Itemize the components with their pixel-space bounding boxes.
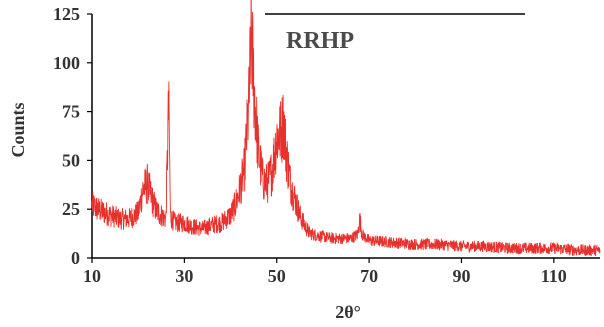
series-layer — [91, 0, 601, 257]
x-tick-label: 70 — [360, 266, 378, 286]
y-tick-label: 100 — [53, 53, 80, 73]
y-tick-label: 0 — [71, 248, 80, 268]
x-tick-label: 10 — [83, 266, 101, 286]
x-tick-label: 110 — [541, 266, 567, 286]
x-axis-label: 2θ° — [335, 302, 361, 322]
x-axis-ticks: 10 30 50 70 90 110 — [83, 258, 567, 286]
x-tick-label: 90 — [452, 266, 470, 286]
y-tick-label: 25 — [62, 199, 80, 219]
y-tick-label: 50 — [62, 150, 80, 170]
y-tick-label: 125 — [53, 4, 80, 24]
plot-frame — [91, 13, 600, 259]
y-tick-label: 75 — [62, 102, 80, 122]
y-axis-label: Counts — [8, 102, 28, 157]
x-tick-label: 30 — [175, 266, 193, 286]
series-line-0 — [91, 0, 601, 257]
chart-title: RRHP — [286, 28, 354, 54]
x-tick-label: 50 — [268, 266, 286, 286]
y-axis-ticks: 0 25 50 75 100 125 — [53, 4, 92, 268]
